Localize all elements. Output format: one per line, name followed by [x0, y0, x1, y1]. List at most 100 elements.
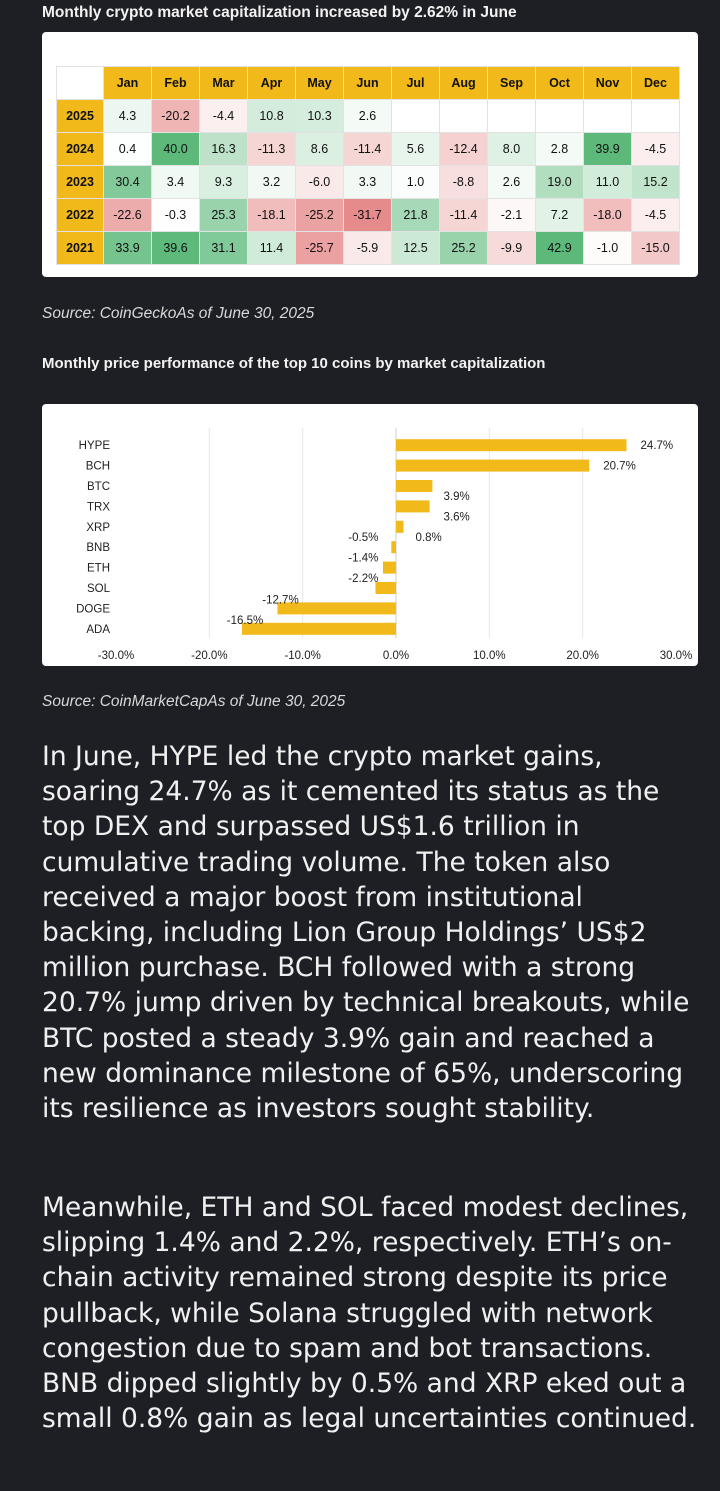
heatmap-cell: 3.3: [343, 165, 392, 199]
heatmap-cell: [535, 99, 584, 133]
heatmap-cell: -18.1: [247, 198, 296, 232]
heatmap-row: 2023 30.4 3.4 9.3 3.2 -6.0 3.3 1.0 -8.8 2.6 19.0 11…: [56, 165, 680, 199]
category-label: BTC: [87, 481, 110, 493]
article-paragraph-2: Meanwhile, ETH and SOL faced modest decl…: [42, 1192, 697, 1435]
heatmap-month-header: Feb: [151, 66, 200, 100]
heatmap-cell: 11.4: [247, 231, 296, 265]
heatmap-cell: 15.2: [631, 165, 680, 199]
data-label: 3.6%: [444, 511, 470, 523]
x-tick-label: 0.0%: [383, 650, 409, 662]
heatmap-cell: 25.2: [439, 231, 488, 265]
heatmap-cell: 4.3: [103, 99, 152, 133]
heatmap-cell: 10.8: [247, 99, 296, 133]
heatmap-title: Monthly crypto market capitalization inc…: [42, 4, 517, 21]
bar: [396, 500, 430, 513]
heatmap-cell: -6.0: [295, 165, 344, 199]
heatmap-cell: 8.0: [487, 132, 536, 166]
heatmap-month-header: Jun: [343, 66, 392, 100]
data-label: 20.7%: [603, 461, 636, 473]
heatmap-cell: 39.9: [583, 132, 632, 166]
heatmap-year-label: 2022: [56, 198, 104, 232]
article-paragraph-1: In June, HYPE led the crypto market gain…: [42, 741, 690, 1125]
heatmap-cell: 5.6: [391, 132, 440, 166]
category-label: XRP: [86, 522, 110, 534]
heatmap-year-label: 2023: [56, 165, 104, 199]
heatmap-cell: -22.6: [103, 198, 152, 232]
heatmap-cell: 12.5: [391, 231, 440, 265]
category-label: DOGE: [76, 603, 110, 615]
heatmap-cell: 40.0: [151, 132, 200, 166]
bar: [375, 582, 396, 594]
heatmap-cell: 3.2: [247, 165, 296, 199]
heatmap-cell: 16.3: [199, 132, 248, 166]
heatmap-cell: [487, 99, 536, 133]
heatmap-cell: 30.4: [103, 165, 152, 199]
heatmap-cell: 33.9: [103, 231, 152, 265]
category-label: ADA: [86, 624, 110, 636]
heatmap-month-header: Oct: [535, 66, 584, 100]
category-label: ETH: [87, 563, 110, 575]
bar: [396, 520, 404, 533]
heatmap-cell: 2.6: [487, 165, 536, 199]
heatmap-corner: [56, 66, 104, 100]
heatmap-month-header: Sep: [487, 66, 536, 100]
heatmap-row: 2021 33.9 39.6 31.1 11.4 -25.7 -5.9 12.5 25.2 -9.…: [56, 231, 680, 265]
bar-chart-title: Monthly price performance of the top 10 …: [42, 355, 546, 372]
heatmap-year-label: 2025: [56, 99, 104, 133]
heatmap-cell: -4.5: [631, 198, 680, 232]
heatmap-cell: -11.3: [247, 132, 296, 166]
heatmap-month-header: Aug: [439, 66, 488, 100]
heatmap-cell: 1.0: [391, 165, 440, 199]
heatmap-cell: -1.0: [583, 231, 632, 265]
heatmap-cell: 42.9: [535, 231, 584, 265]
heatmap-cell: -20.2: [151, 99, 200, 133]
category-label: SOL: [87, 583, 111, 595]
x-tick-label: 30.0%: [660, 650, 693, 662]
bar: [396, 439, 627, 452]
bar: [277, 602, 396, 615]
data-label: -1.4%: [348, 553, 378, 565]
data-label: 0.8%: [416, 532, 442, 544]
category-label: HYPE: [79, 440, 111, 452]
x-tick-label: 10.0%: [473, 650, 506, 662]
heatmap-cell: 3.4: [151, 165, 200, 199]
heatmap-cell: 21.8: [391, 198, 440, 232]
bar-chart-card: -30.0% -20.0% -10.0% 0.0% 10.0% 20.0% 30.0% HYP…: [42, 404, 698, 666]
heatmap-cell: -25.2: [295, 198, 344, 232]
heatmap-cell: -11.4: [439, 198, 488, 232]
x-tick-label: -10.0%: [284, 650, 320, 662]
x-tick-label: 20.0%: [566, 650, 599, 662]
heatmap-cell: -2.1: [487, 198, 536, 232]
bar: [391, 541, 396, 554]
heatmap-cell: -4.5: [631, 132, 680, 166]
heatmap-cell: -15.0: [631, 231, 680, 265]
heatmap-month-header: Dec: [631, 66, 680, 100]
heatmap-cell: 9.3: [199, 165, 248, 199]
heatmap-cell: -12.4: [439, 132, 488, 166]
heatmap-table: Jan Feb Mar Apr May Jun Jul Aug Sep Oct Nov Dec 202…: [56, 66, 680, 265]
x-tick-label: -30.0%: [98, 650, 134, 662]
heatmap-month-header: Jan: [103, 66, 152, 100]
heatmap-year-label: 2024: [56, 132, 104, 166]
heatmap-month-header: Apr: [247, 66, 296, 100]
x-tick-label: -20.0%: [191, 650, 227, 662]
bar-chart-source: Source: CoinMarketCapAs of June 30, 2025: [42, 693, 346, 710]
data-label: -2.2%: [348, 573, 378, 585]
bar-chart: -30.0% -20.0% -10.0% 0.0% 10.0% 20.0% 30.0% HYP…: [76, 428, 693, 662]
bar: [396, 480, 433, 492]
heatmap-cell: 0.4: [103, 132, 152, 166]
heatmap-cell: 8.6: [295, 132, 344, 166]
heatmap-cell: 19.0: [535, 165, 584, 199]
heatmap-month-header: Jul: [391, 66, 440, 100]
heatmap-month-header: Nov: [583, 66, 632, 100]
heatmap-card: Jan Feb Mar Apr May Jun Jul Aug Sep Oct Nov Dec 202…: [42, 32, 698, 277]
category-label: TRX: [87, 501, 110, 513]
heatmap-cell: 39.6: [151, 231, 200, 265]
heatmap-row: 2022 -22.6 -0.3 25.3 -18.1 -25.2 -31.7 21.8 -11.…: [56, 198, 680, 232]
heatmap-row: 2025 4.3 -20.2 -4.4 10.8 10.3 2.6: [56, 99, 680, 133]
heatmap-month-header: Mar: [199, 66, 248, 100]
data-label: -0.5%: [348, 532, 378, 544]
heatmap-cell: -11.4: [343, 132, 392, 166]
data-label: 3.9%: [444, 491, 470, 503]
bar: [382, 561, 396, 574]
